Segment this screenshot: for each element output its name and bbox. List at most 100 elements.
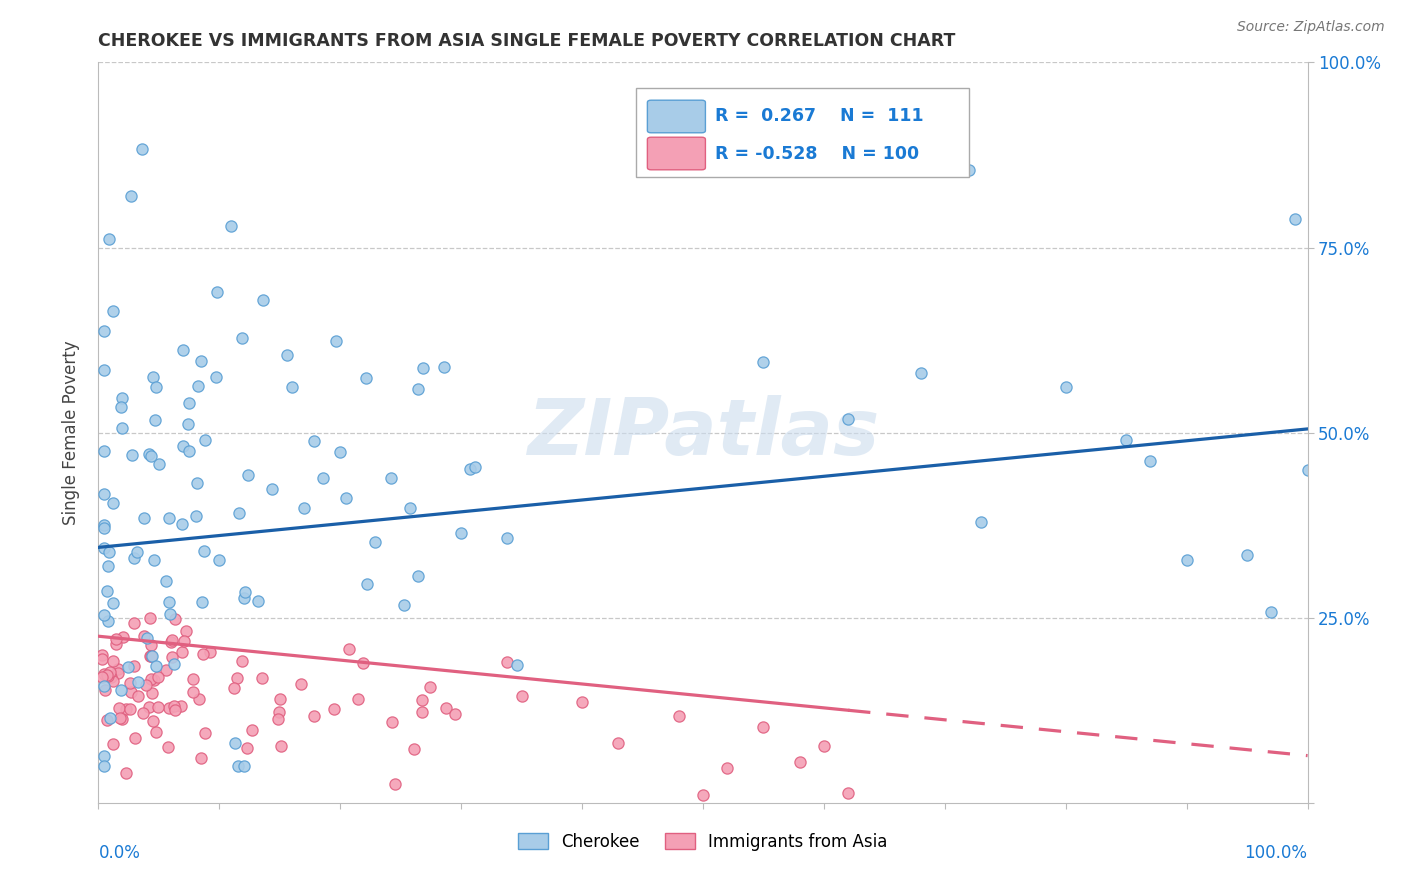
Point <box>107 662 129 676</box>
Point <box>329 445 352 459</box>
FancyBboxPatch shape <box>647 100 706 133</box>
Point <box>404 741 426 756</box>
Point <box>104 632 127 646</box>
Point <box>276 348 298 362</box>
Text: 100.0%: 100.0% <box>1244 844 1308 862</box>
Point <box>692 789 714 803</box>
Point <box>139 648 162 663</box>
Point <box>384 777 406 791</box>
Point <box>91 648 114 663</box>
Point <box>91 670 114 684</box>
Point <box>411 693 433 707</box>
Point <box>181 685 204 699</box>
Point <box>148 699 170 714</box>
Point <box>111 421 134 435</box>
Point <box>228 506 250 520</box>
Point <box>464 459 486 474</box>
Point <box>356 577 378 591</box>
Point <box>127 690 149 704</box>
Point <box>98 545 121 559</box>
Point <box>177 417 200 431</box>
Point <box>145 380 167 394</box>
Point <box>162 657 184 671</box>
Point <box>752 720 775 734</box>
Point <box>506 657 529 672</box>
Point <box>233 585 256 599</box>
Point <box>250 671 273 685</box>
Point <box>233 591 256 605</box>
Point <box>172 343 194 357</box>
Point <box>302 434 325 448</box>
Point <box>155 663 177 677</box>
Point <box>124 551 146 566</box>
Point <box>205 370 228 384</box>
Point <box>101 596 124 610</box>
Point <box>260 483 283 497</box>
Point <box>139 638 162 652</box>
Point <box>97 669 120 683</box>
Point <box>132 706 155 720</box>
Point <box>269 692 291 706</box>
Point <box>322 702 344 716</box>
Point <box>813 739 835 753</box>
Point <box>91 652 114 666</box>
Point <box>93 444 115 458</box>
Point <box>224 681 246 696</box>
Text: R =  0.267    N =  111: R = 0.267 N = 111 <box>716 108 924 126</box>
Point <box>312 471 335 485</box>
Point <box>231 331 253 345</box>
Point <box>101 304 124 318</box>
Point <box>172 440 194 454</box>
Point <box>93 667 115 681</box>
Point <box>381 715 404 730</box>
Point <box>94 683 117 698</box>
Point <box>226 758 249 772</box>
Point <box>120 684 142 698</box>
Point <box>352 657 374 671</box>
Point <box>107 666 129 681</box>
FancyBboxPatch shape <box>647 137 706 169</box>
Point <box>495 655 517 669</box>
Point <box>443 707 465 722</box>
Point <box>496 531 519 545</box>
Point <box>172 516 194 531</box>
Point <box>114 766 136 780</box>
Point <box>1139 454 1161 468</box>
Point <box>716 761 738 775</box>
FancyBboxPatch shape <box>637 88 969 178</box>
Point <box>124 615 146 630</box>
Point <box>177 444 200 458</box>
Point <box>174 624 197 638</box>
Point <box>789 755 811 769</box>
Point <box>193 433 215 447</box>
Point <box>145 412 167 426</box>
Point <box>510 689 533 703</box>
Point <box>139 449 162 463</box>
Point <box>155 574 177 589</box>
Point <box>450 525 472 540</box>
Point <box>170 645 193 659</box>
Point <box>98 665 121 680</box>
Point <box>399 500 422 515</box>
Point <box>120 701 142 715</box>
Point <box>406 568 429 582</box>
Legend: Cherokee, Immigrants from Asia: Cherokee, Immigrants from Asia <box>512 826 894 857</box>
Point <box>122 659 145 673</box>
Point <box>458 462 481 476</box>
Point <box>127 674 149 689</box>
Point <box>231 654 253 668</box>
Point <box>104 637 127 651</box>
Text: R = -0.528    N = 100: R = -0.528 N = 100 <box>716 145 920 162</box>
Point <box>125 544 148 558</box>
Point <box>143 673 166 688</box>
Point <box>97 232 120 246</box>
Point <box>1296 463 1319 477</box>
Point <box>159 607 181 621</box>
Point <box>111 712 134 726</box>
Point <box>267 712 290 726</box>
Point <box>93 749 115 764</box>
Point <box>93 362 115 376</box>
Point <box>325 334 347 348</box>
Point <box>162 632 184 647</box>
Point <box>270 739 292 753</box>
